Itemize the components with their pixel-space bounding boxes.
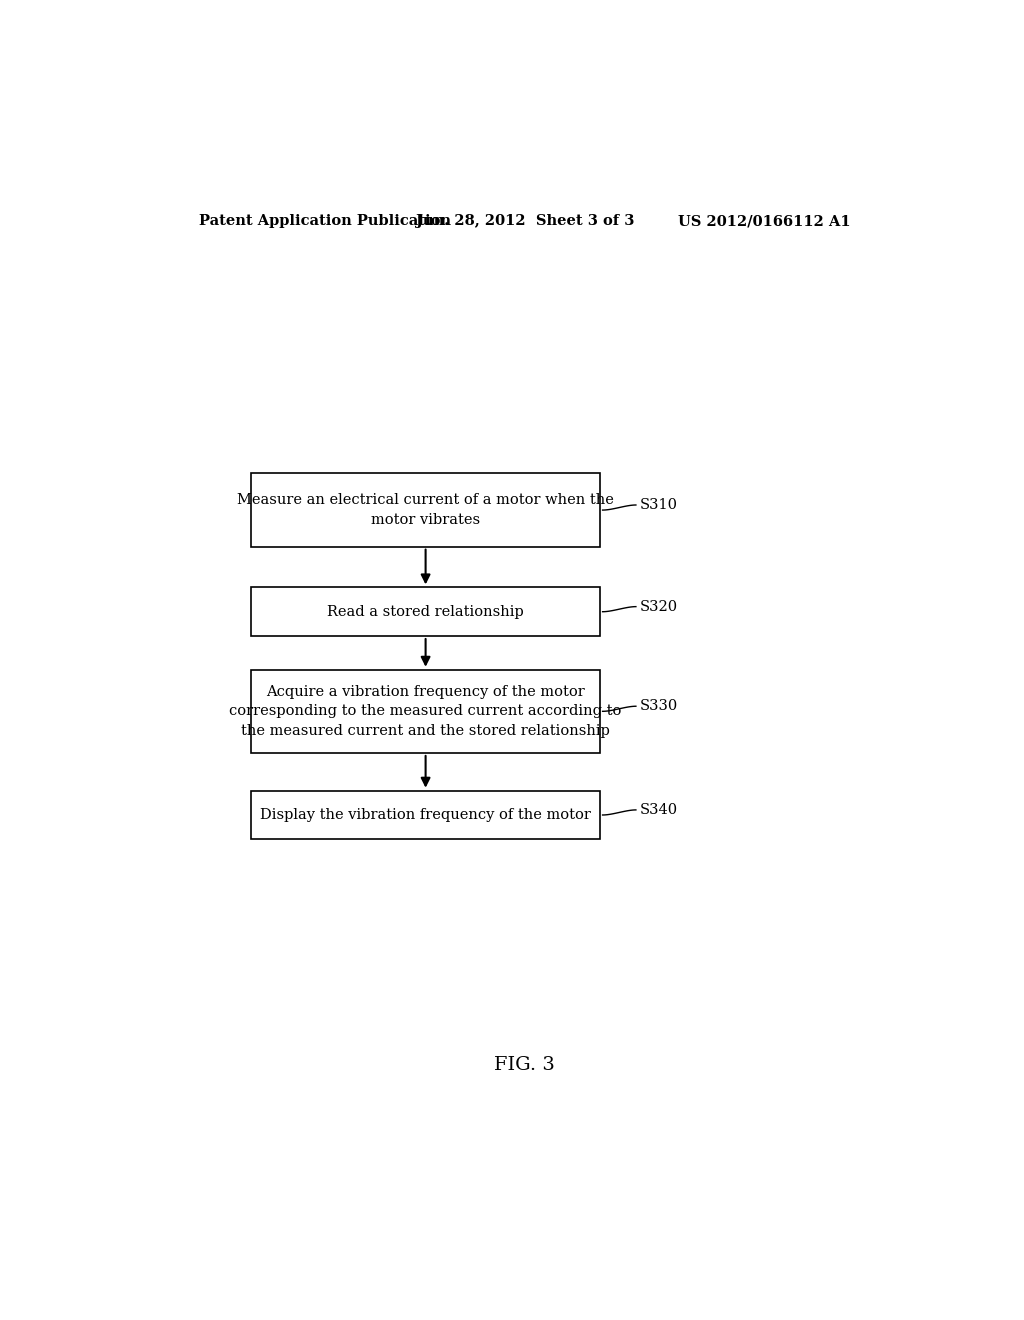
Text: S340: S340 [640,803,678,817]
Text: US 2012/0166112 A1: US 2012/0166112 A1 [678,214,850,228]
Text: FIG. 3: FIG. 3 [495,1056,555,1074]
Bar [251,791,600,840]
Text: Display the vibration frequency of the motor: Display the vibration frequency of the m… [260,808,591,822]
Text: S310: S310 [640,498,678,512]
Bar [251,474,600,546]
Text: S330: S330 [640,700,678,713]
Bar [251,587,600,636]
Text: Measure an electrical current of a motor when the
motor vibrates: Measure an electrical current of a motor… [238,494,614,527]
Bar [251,669,600,752]
Text: Patent Application Publication: Patent Application Publication [200,214,452,228]
Text: Read a stored relationship: Read a stored relationship [328,605,524,619]
Text: Jun. 28, 2012  Sheet 3 of 3: Jun. 28, 2012 Sheet 3 of 3 [416,214,634,228]
Text: S320: S320 [640,599,678,614]
Text: Acquire a vibration frequency of the motor
corresponding to the measured current: Acquire a vibration frequency of the mot… [229,685,622,738]
